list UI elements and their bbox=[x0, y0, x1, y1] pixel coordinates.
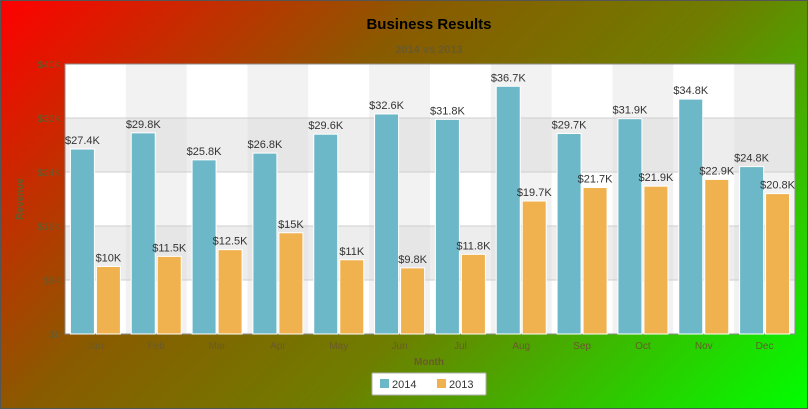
bar-2014-may bbox=[313, 133, 339, 335]
x-tick-label: Sep bbox=[573, 341, 591, 352]
bars bbox=[69, 85, 791, 335]
x-tick-label: Jul bbox=[454, 341, 467, 352]
bar-2013-jul bbox=[460, 253, 486, 335]
data-label: $25.8K bbox=[187, 146, 223, 158]
bar-2014-mar bbox=[191, 159, 217, 335]
x-tick-label: Nov bbox=[695, 341, 713, 352]
data-label: $34.8K bbox=[673, 85, 709, 97]
data-label: $36.7K bbox=[491, 72, 527, 84]
y-tick-label: $16K bbox=[38, 222, 62, 233]
legend-swatch-2014 bbox=[380, 379, 389, 388]
bar-2014-apr bbox=[252, 152, 278, 335]
y-tick-label: $8K bbox=[43, 276, 61, 287]
bar-2013-apr bbox=[278, 232, 304, 335]
row-band bbox=[65, 118, 795, 172]
data-label: $32.6K bbox=[369, 100, 405, 112]
data-label: $29.7K bbox=[552, 120, 588, 132]
data-label: $24.8K bbox=[734, 153, 770, 165]
x-tick-label: Feb bbox=[148, 341, 166, 352]
row-band bbox=[65, 226, 795, 280]
y-tick-label: $32K bbox=[38, 114, 62, 125]
bar-2014-dec bbox=[739, 166, 765, 335]
bar-2014-nov bbox=[678, 98, 704, 335]
x-tick-label: Oct bbox=[635, 341, 651, 352]
data-label: $31.8K bbox=[430, 105, 466, 117]
data-label: $9.8K bbox=[398, 254, 427, 266]
x-tick-label: May bbox=[329, 341, 348, 352]
data-label: $27.4K bbox=[65, 135, 101, 147]
x-tick-label: Dec bbox=[756, 341, 774, 352]
data-label: $19.7K bbox=[517, 187, 553, 199]
data-label: $21.9K bbox=[638, 172, 674, 184]
bar-2014-feb bbox=[130, 132, 156, 335]
bar-2013-sep bbox=[582, 187, 608, 335]
legend-label-2013: 2013 bbox=[449, 379, 473, 391]
data-label: $22.9K bbox=[699, 165, 735, 177]
y-axis-title: Revenue bbox=[15, 178, 26, 220]
y-axis: $0 $8K $16K $24K $32K $40K bbox=[38, 60, 62, 341]
data-label: $10K bbox=[96, 253, 122, 265]
bar-2013-jan bbox=[95, 266, 121, 335]
data-label: $21.7K bbox=[578, 174, 614, 186]
bar-2013-aug bbox=[521, 200, 547, 335]
chart-subtitle: 2014 vs 2013 bbox=[395, 44, 462, 56]
bar-2013-mar bbox=[217, 249, 243, 335]
data-label: $11.8K bbox=[456, 240, 491, 252]
plot-border bbox=[64, 63, 796, 335]
x-tick-label: Jun bbox=[392, 341, 408, 352]
data-label: $11.5K bbox=[152, 242, 187, 254]
bar-2014-jul bbox=[434, 118, 460, 335]
x-tick-label: Apr bbox=[270, 341, 286, 352]
bar-2013-feb bbox=[156, 255, 182, 335]
data-label: $12.5K bbox=[213, 236, 249, 248]
bar-2014-jun bbox=[374, 113, 400, 335]
x-tick-label: Aug bbox=[512, 341, 530, 352]
bar-2014-oct bbox=[617, 118, 643, 335]
data-label: $31.9K bbox=[612, 105, 648, 117]
chart-title: Business Results bbox=[366, 16, 491, 33]
x-axis: Jan Feb Mar Apr May Jun Jul Aug Sep Oct Nov Dec bbox=[87, 341, 773, 352]
legend-box bbox=[371, 372, 487, 396]
legend: 2014 2013 bbox=[371, 372, 487, 396]
bar-2013-jun bbox=[400, 267, 426, 335]
y-tick-label: $0 bbox=[50, 330, 62, 341]
legend-swatch-2013 bbox=[437, 379, 446, 388]
data-label: $15K bbox=[278, 219, 304, 231]
x-tick-label: Mar bbox=[208, 341, 226, 352]
x-tick-label: Jan bbox=[87, 341, 103, 352]
bar-2014-sep bbox=[556, 133, 582, 335]
bar-2014-aug bbox=[495, 85, 521, 335]
data-label: $11K bbox=[339, 246, 365, 258]
y-tick-label: $24K bbox=[38, 168, 62, 179]
legend-label-2014: 2014 bbox=[392, 379, 416, 391]
bar-2014-jan bbox=[69, 148, 95, 335]
data-label: $20.8K bbox=[760, 180, 796, 192]
x-axis-title: Month bbox=[414, 357, 444, 368]
data-label: $26.8K bbox=[247, 139, 283, 151]
bar-2013-oct bbox=[643, 185, 669, 335]
bar-2013-may bbox=[339, 259, 365, 335]
data-labels: $27.4K $29.8K $25.8K $26.8K $29.6K $32.6K $31.… bbox=[65, 72, 796, 266]
y-tick-label: $40K bbox=[38, 60, 62, 71]
bar-2013-nov bbox=[704, 178, 730, 335]
data-label: $29.6K bbox=[308, 120, 344, 132]
data-label: $29.8K bbox=[126, 119, 162, 131]
bar-2013-dec bbox=[765, 193, 791, 335]
